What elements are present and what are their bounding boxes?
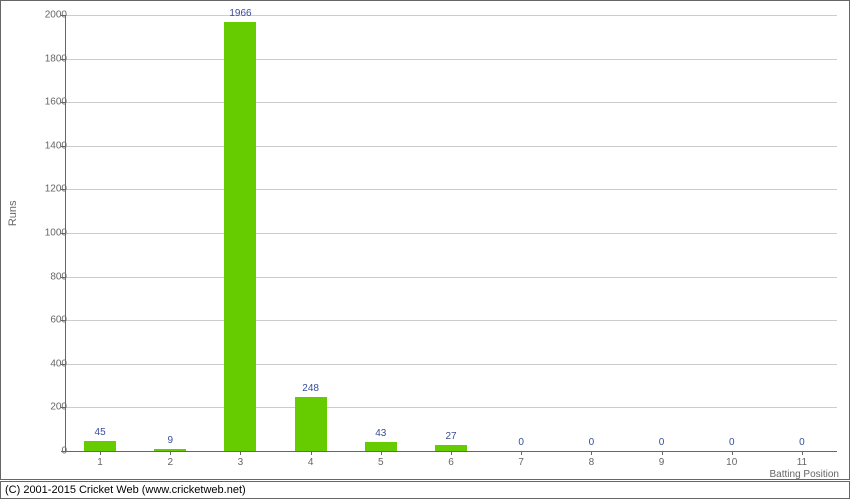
gridline	[65, 189, 837, 190]
gridline	[65, 364, 837, 365]
value-label: 45	[95, 427, 106, 438]
value-label: 9	[167, 435, 173, 446]
y-axis-line	[65, 15, 66, 451]
gridline	[65, 277, 837, 278]
plot-area	[65, 15, 837, 451]
x-tick	[100, 451, 101, 455]
value-label: 0	[799, 437, 805, 448]
value-label: 27	[445, 431, 456, 442]
bar	[224, 22, 256, 451]
x-tick-label: 1	[97, 457, 103, 468]
x-tick-label: 9	[659, 457, 665, 468]
bar	[295, 397, 327, 451]
x-tick-label: 4	[308, 457, 314, 468]
x-tick	[662, 451, 663, 455]
x-tick	[311, 451, 312, 455]
x-tick	[381, 451, 382, 455]
value-label: 1966	[229, 8, 251, 19]
x-tick	[451, 451, 452, 455]
x-axis-title: Batting Position	[770, 469, 840, 480]
gridline	[65, 59, 837, 60]
x-tick	[170, 451, 171, 455]
x-tick-label: 8	[589, 457, 595, 468]
x-tick	[591, 451, 592, 455]
chart-frame: Runs Batting Position 020040060080010001…	[0, 0, 850, 480]
x-tick-label: 2	[167, 457, 173, 468]
x-tick-label: 3	[238, 457, 244, 468]
gridline	[65, 233, 837, 234]
gridline	[65, 146, 837, 147]
value-label: 0	[589, 437, 595, 448]
x-tick	[732, 451, 733, 455]
x-tick-label: 5	[378, 457, 384, 468]
x-tick	[802, 451, 803, 455]
value-label: 0	[659, 437, 665, 448]
value-label: 248	[302, 383, 319, 394]
value-label: 43	[375, 428, 386, 439]
y-axis-title: Runs	[7, 200, 19, 226]
bar	[84, 441, 116, 451]
value-label: 0	[729, 437, 735, 448]
x-tick	[240, 451, 241, 455]
x-tick-label: 6	[448, 457, 454, 468]
copyright-text: (C) 2001-2015 Cricket Web (www.cricketwe…	[0, 481, 850, 499]
gridline	[65, 102, 837, 103]
x-tick-label: 10	[726, 457, 737, 468]
value-label: 0	[518, 437, 524, 448]
x-tick-label: 7	[518, 457, 524, 468]
bar	[365, 442, 397, 451]
x-tick	[521, 451, 522, 455]
gridline	[65, 320, 837, 321]
x-tick-label: 11	[797, 457, 807, 468]
gridline	[65, 15, 837, 16]
gridline	[65, 407, 837, 408]
